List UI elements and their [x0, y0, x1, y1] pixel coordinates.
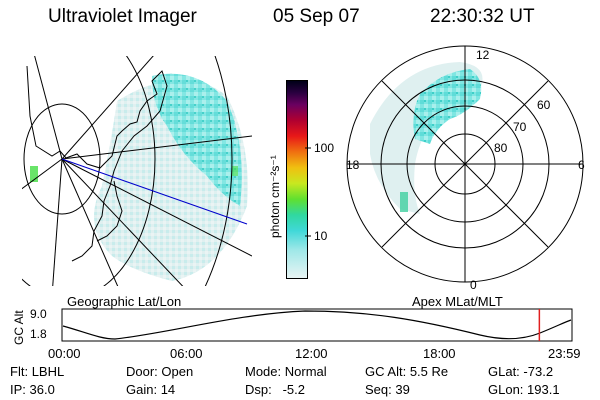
altitude-xtick-0: 00:00 [48, 346, 81, 361]
info-glat: GLat: -73.2 [488, 364, 553, 379]
info-gain-value: 14 [160, 382, 176, 397]
mlat-label-70: 70 [513, 120, 527, 134]
altitude-xtick-3: 18:00 [423, 346, 456, 361]
info-door-label: Door: [126, 364, 158, 379]
info-glat-label: GLat: [488, 364, 520, 379]
info-ip: IP: 36.0 [10, 382, 55, 397]
info-door-value: Open [161, 364, 194, 379]
info-mode-value: Normal [284, 364, 327, 379]
altitude-ytick-max: 9.0 [30, 307, 47, 321]
green-spot [232, 166, 238, 176]
ground-track [61, 158, 248, 225]
info-glon: GLon: 193.1 [488, 382, 560, 397]
map-projection-label: Geographic Lat/Lon [67, 294, 182, 309]
date-label: 05 Sep 07 [273, 6, 360, 27]
polar-coordinate-label: Apex MLat/MLT [412, 294, 503, 309]
info-dsp-value: -5.2 [282, 382, 305, 397]
mlt-label-0: 0 [470, 278, 477, 292]
info-flt-value: LBHL [31, 364, 65, 379]
info-glon-value: 193.1 [527, 382, 560, 397]
info-mode: Mode: Normal [245, 364, 327, 379]
info-flt-label: Flt: [10, 364, 29, 379]
altitude-frame [61, 308, 573, 342]
info-dsp-label: Dsp: [245, 382, 272, 397]
polar-green-spot [400, 192, 408, 212]
polar-grid [346, 45, 584, 283]
info-gcalt: GC Alt: 5.5 Re [365, 364, 448, 379]
altitude-ytick-min: 1.8 [30, 327, 47, 341]
altitude-xtick-2: 12:00 [295, 346, 328, 361]
graticule [22, 56, 252, 286]
app-title: Ultraviolet Imager [48, 6, 197, 27]
colorbar-tick-10: 10 [314, 229, 328, 243]
colorbar-tick-100: 100 [314, 141, 335, 155]
info-ip-label: IP: [10, 382, 26, 397]
mlt-label-18: 18 [346, 158, 360, 172]
aurora-region [152, 73, 242, 207]
altitude-xtick-1: 06:00 [170, 346, 203, 361]
green-spot [30, 166, 38, 182]
mlat-label-80: 80 [494, 141, 508, 155]
altitude-plot [61, 308, 573, 342]
info-gcalt-value: 5.5 Re [409, 364, 449, 379]
info-seq-value: 39 [395, 382, 410, 397]
polar-plot [346, 45, 584, 283]
info-dsp: Dsp: -5.2 [245, 382, 305, 397]
info-mode-label: Mode: [245, 364, 282, 379]
info-glat-value: -73.2 [523, 364, 554, 379]
coastline [26, 65, 168, 262]
altitude-xtick-4: 23:59 [548, 346, 581, 361]
info-gain: Gain: 14 [126, 382, 175, 397]
info-flt: Flt: LBHL [10, 364, 64, 379]
info-seq: Seq: 39 [365, 382, 410, 397]
colorbar-unit-label: photon cm⁻²s⁻¹ [268, 155, 282, 238]
mlt-label-6: 6 [578, 158, 585, 172]
colorbar [286, 80, 308, 279]
altitude-ylabel: GC Alt [12, 310, 26, 345]
mlat-label-60: 60 [537, 98, 551, 112]
info-ip-value: 36.0 [29, 382, 55, 397]
coastline [96, 180, 123, 242]
mlt-label-12: 12 [476, 48, 490, 62]
info-gain-label: Gain: [126, 382, 158, 397]
info-seq-label: Seq: [365, 382, 392, 397]
time-label: 22:30:32 UT [430, 6, 535, 27]
info-gcalt-label: GC Alt: [365, 364, 407, 379]
colorbar-axis [305, 147, 311, 237]
geographic-map [22, 56, 252, 286]
info-door: Door: Open [126, 364, 193, 379]
info-glon-label: GLon: [488, 382, 524, 397]
